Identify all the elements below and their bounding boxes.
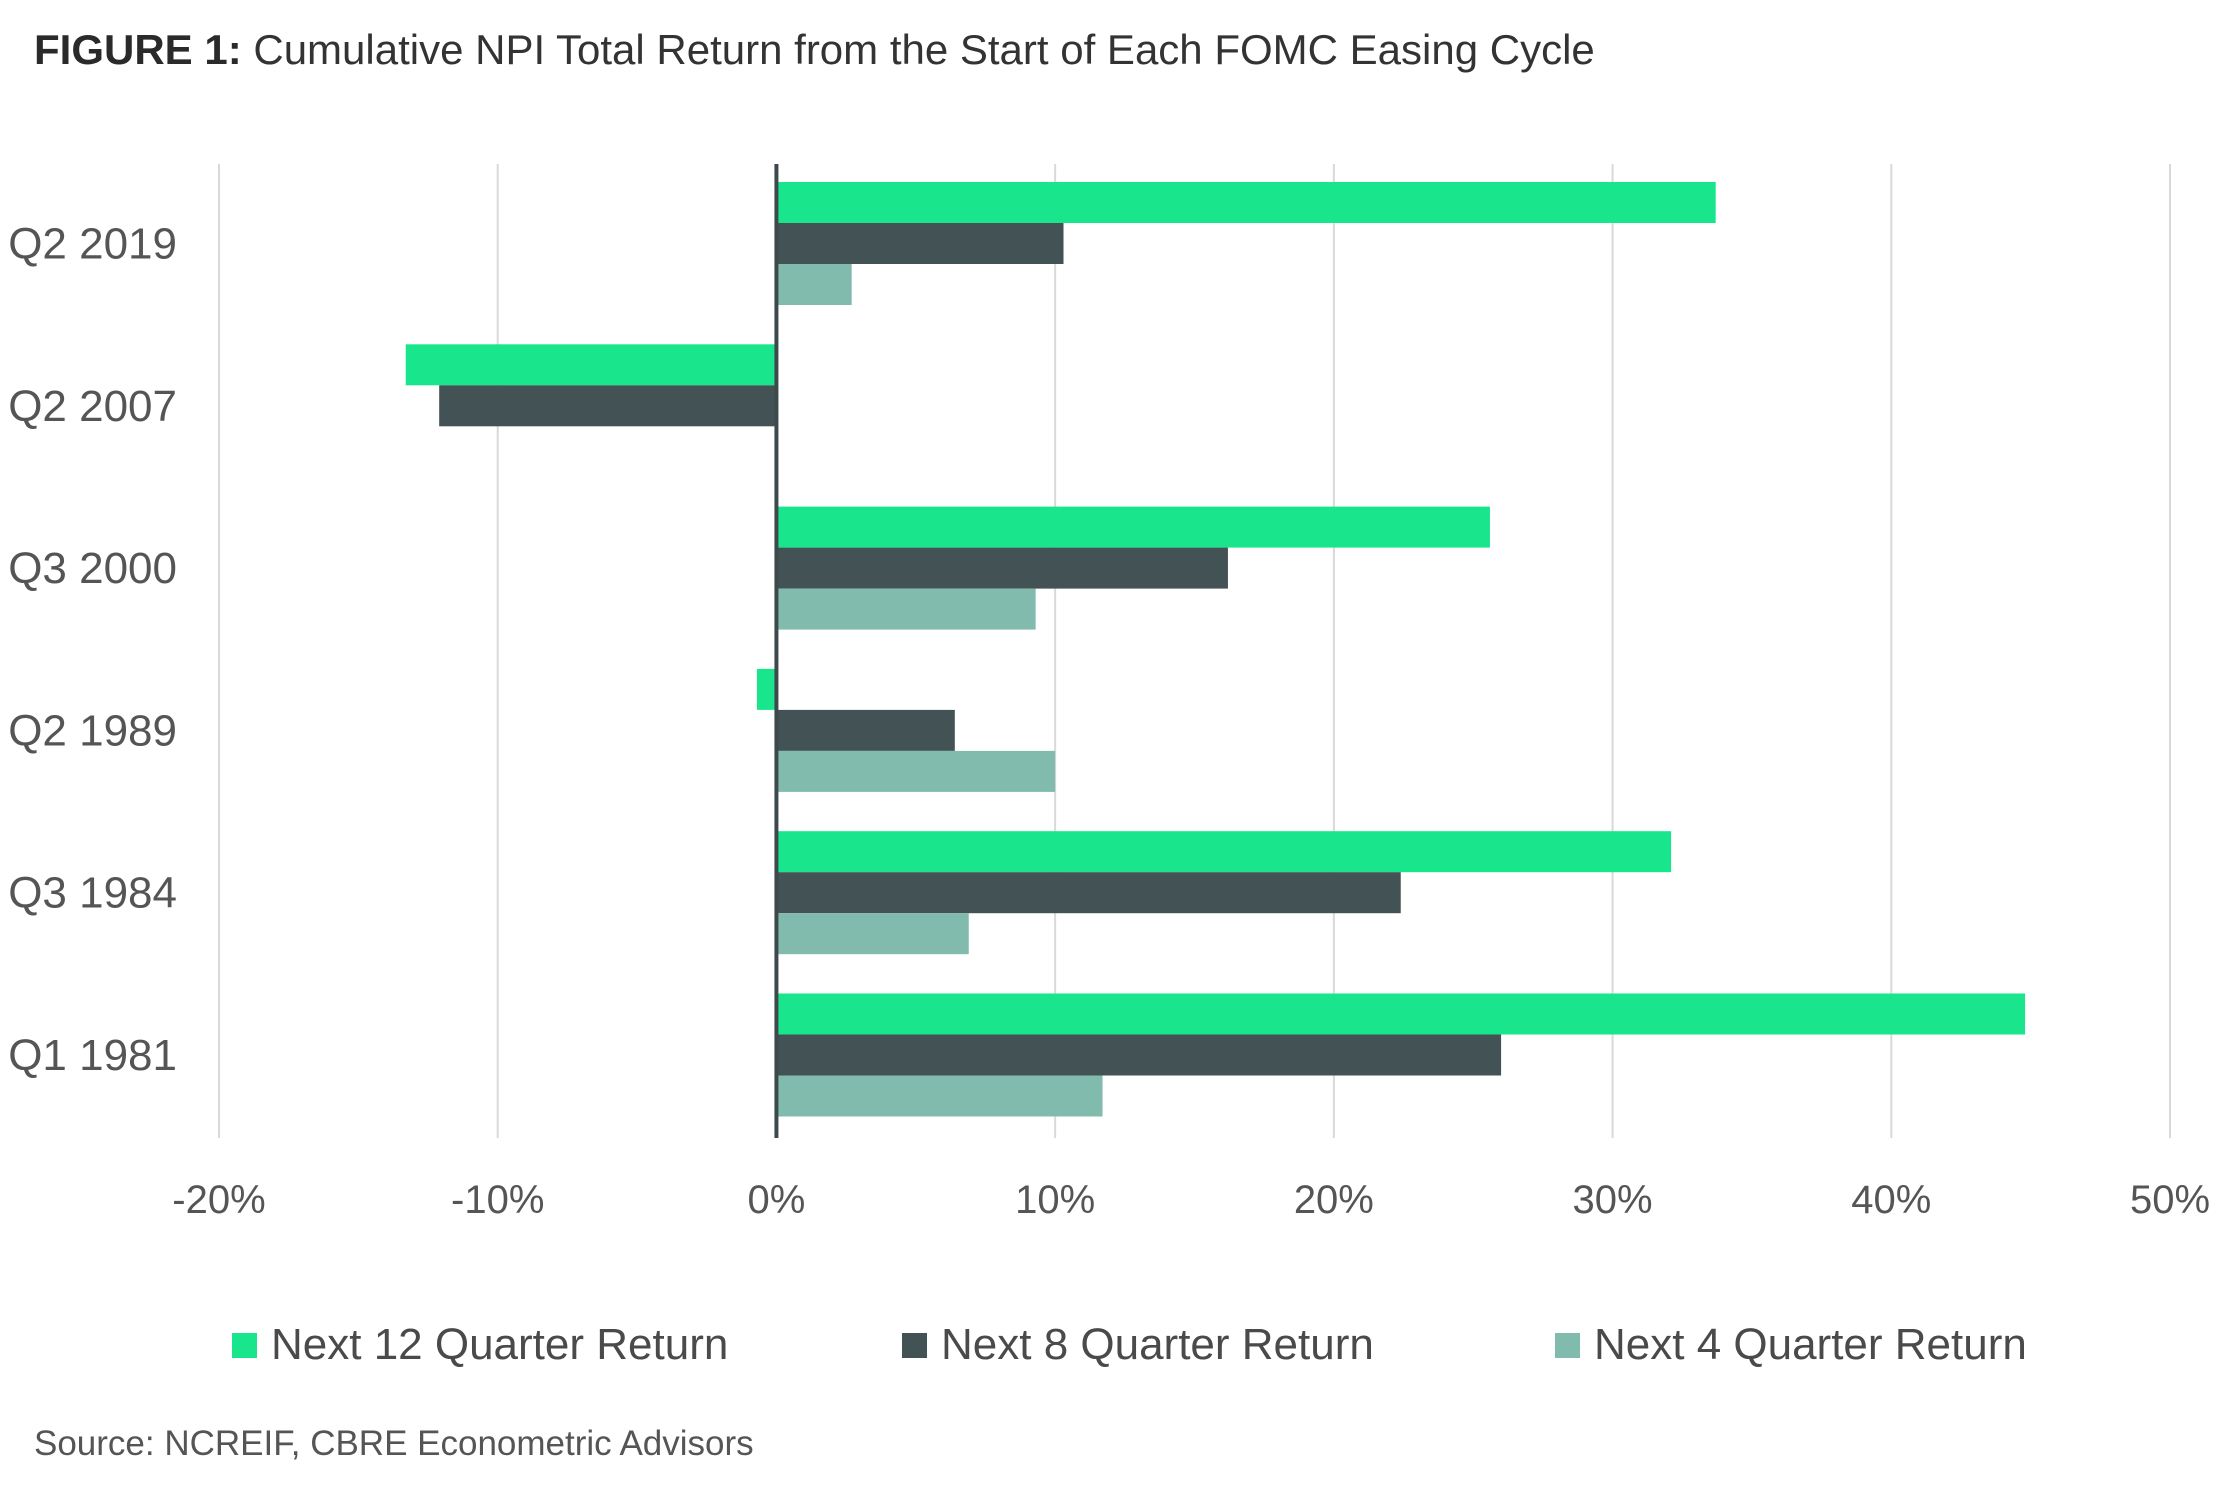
- category-label: Q3 2000: [8, 544, 177, 593]
- legend-label: Next 12 Quarter Return: [271, 1320, 729, 1369]
- bar: [776, 993, 2026, 1035]
- legend-label: Next 8 Quarter Return: [941, 1320, 1374, 1369]
- x-tick-label: 10%: [1015, 1178, 1095, 1222]
- bar: [776, 506, 1490, 548]
- bar-chart: Q2 2019 Q2 2007 Q3 2000 Q2 1989 Q3 1984 Q1 19…: [8, 164, 2210, 1222]
- legend-label: Next 4 Quarter Return: [1594, 1320, 2027, 1369]
- category-labels: Q2 2019 Q2 2007 Q3 2000 Q2 1989 Q3 1984 Q1 19…: [8, 220, 177, 1081]
- legend-item: Next 4 Quarter Return: [1555, 1320, 2027, 1370]
- x-tick-label: 20%: [1294, 1178, 1374, 1222]
- category-label: Q2 2019: [8, 220, 177, 269]
- bar: [776, 750, 1056, 792]
- source-note: Source: NCREIF, CBRE Econometric Advisor…: [34, 1424, 754, 1463]
- legend-swatch: [232, 1332, 257, 1358]
- legend-swatch: [1555, 1332, 1580, 1358]
- category-label: Q2 2007: [8, 382, 177, 431]
- category-label: Q3 1984: [8, 869, 177, 918]
- bar: [776, 182, 1716, 223]
- gridlines: [218, 164, 2171, 1138]
- bar: [776, 223, 1064, 264]
- figure-number: FIGURE 1:: [34, 26, 242, 73]
- bars: [405, 182, 2026, 1117]
- x-tick-label: 40%: [1851, 1178, 1931, 1222]
- legend-swatch: [902, 1332, 927, 1358]
- bar: [776, 709, 955, 751]
- x-tick-label: 0%: [748, 1178, 806, 1222]
- chart-title: FIGURE 1: Cumulative NPI Total Return fr…: [34, 22, 1595, 78]
- bar: [439, 385, 777, 427]
- category-label: Q2 1989: [8, 706, 177, 755]
- legend: Next 12 Quarter Return Next 8 Quarter Ret…: [0, 1320, 2228, 1400]
- x-tick-label: 50%: [2130, 1178, 2210, 1222]
- bar: [776, 1075, 1103, 1117]
- x-tick-label: 30%: [1573, 1178, 1653, 1222]
- bar: [776, 547, 1228, 589]
- bar: [405, 344, 777, 386]
- x-tick-label: -10%: [451, 1178, 544, 1222]
- x-tick-labels: -20% -10% 0% 10% 20% 30% 40% 50%: [172, 1178, 2210, 1222]
- bar: [756, 668, 777, 710]
- bar: [776, 264, 852, 305]
- bar: [776, 1034, 1502, 1076]
- category-label: Q1 1981: [8, 1031, 177, 1080]
- bar: [776, 872, 1401, 914]
- legend-item: Next 8 Quarter Return: [902, 1320, 1374, 1370]
- legend-item: Next 12 Quarter Return: [232, 1320, 728, 1370]
- x-tick-label: -20%: [172, 1178, 265, 1222]
- bar: [776, 831, 1672, 873]
- figure-title-text: Cumulative NPI Total Return from the Sta…: [253, 26, 1595, 73]
- bar: [776, 913, 969, 955]
- bar: [776, 588, 1036, 630]
